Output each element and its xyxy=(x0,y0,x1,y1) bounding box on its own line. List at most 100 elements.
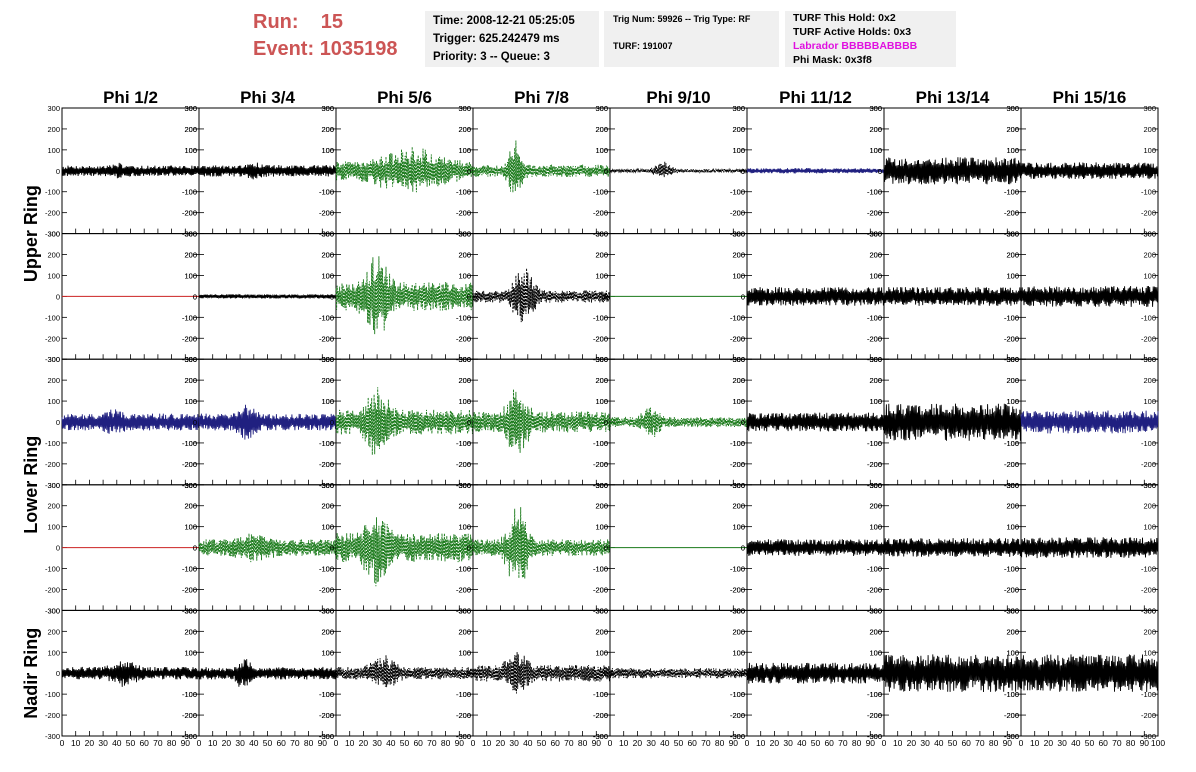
x-tick-label: 50 xyxy=(126,738,136,748)
y-tick-label: 200 xyxy=(595,125,608,134)
y-tick-label: 200 xyxy=(1006,376,1019,385)
y-tick-label: 100 xyxy=(869,523,882,532)
y-tick-label: -100 xyxy=(730,690,745,699)
y-tick-label: 300 xyxy=(732,104,745,113)
y-tick-label: 300 xyxy=(458,104,471,113)
run-label: Run: xyxy=(253,11,299,33)
y-tick-label: 200 xyxy=(321,125,334,134)
y-tick-label: -100 xyxy=(45,439,60,448)
y-tick-label: 300 xyxy=(184,230,197,239)
y-tick-label: 0 xyxy=(604,167,608,176)
time-text: Time: 2008-12-21 05:25:05 xyxy=(433,15,575,27)
y-tick-label: 200 xyxy=(458,376,471,385)
y-tick-label: -100 xyxy=(182,313,197,322)
x-tick-label: 80 xyxy=(167,738,177,748)
y-tick-label: 300 xyxy=(47,606,60,615)
event-label: Event: xyxy=(253,38,315,60)
x-tick-label: 90 xyxy=(1140,738,1150,748)
x-tick-label: 20 xyxy=(359,738,369,748)
y-tick-label: -300 xyxy=(45,732,60,741)
waveform-trace xyxy=(198,659,337,687)
y-tick-label: -100 xyxy=(319,565,334,574)
y-tick-label: -200 xyxy=(319,460,334,469)
y-tick-label: -200 xyxy=(456,334,471,343)
y-tick-label: 300 xyxy=(1006,230,1019,239)
y-tick-label: 0 xyxy=(330,292,334,301)
y-tick-label: 100 xyxy=(458,523,471,532)
x-tick-label: 10 xyxy=(619,738,629,748)
y-tick-label: 300 xyxy=(458,606,471,615)
y-tick-label: 100 xyxy=(47,648,60,657)
y-tick-label: -200 xyxy=(593,585,608,594)
y-tick-label: -200 xyxy=(182,585,197,594)
y-tick-label: 300 xyxy=(458,481,471,490)
y-tick-label: 300 xyxy=(184,606,197,615)
y-tick-label: 200 xyxy=(732,502,745,511)
y-tick-label: -100 xyxy=(182,188,197,197)
priority-text: Priority: 3 -- Queue: 3 xyxy=(433,51,550,63)
y-tick-label: -200 xyxy=(456,460,471,469)
x-tick-label: 10 xyxy=(482,738,492,748)
y-tick-label: 200 xyxy=(184,125,197,134)
x-tick-label: 70 xyxy=(564,738,574,748)
column-title: Phi 7/8 xyxy=(514,88,569,107)
y-tick-label: -100 xyxy=(730,313,745,322)
x-tick-label: 50 xyxy=(674,738,684,748)
y-tick-label: 100 xyxy=(47,397,60,406)
y-tick-label: -200 xyxy=(182,711,197,720)
y-tick-label: -300 xyxy=(730,732,745,741)
y-tick-label: 0 xyxy=(330,167,334,176)
y-tick-label: 200 xyxy=(458,251,471,260)
y-tick-label: 100 xyxy=(1006,397,1019,406)
y-tick-label: 300 xyxy=(595,104,608,113)
y-tick-label: -100 xyxy=(1004,690,1019,699)
y-tick-label: 200 xyxy=(869,376,882,385)
y-tick-label: 200 xyxy=(869,627,882,636)
x-tick-label: 0 xyxy=(197,738,202,748)
x-tick-label: 10 xyxy=(71,738,81,748)
y-tick-label: -300 xyxy=(319,230,334,239)
y-tick-label: 0 xyxy=(467,544,471,553)
y-tick-label: 300 xyxy=(595,606,608,615)
y-tick-label: -200 xyxy=(1004,585,1019,594)
y-tick-label: -300 xyxy=(182,606,197,615)
y-tick-label: 300 xyxy=(869,355,882,364)
y-tick-label: -200 xyxy=(867,209,882,218)
y-tick-label: 100 xyxy=(595,271,608,280)
y-tick-label: -300 xyxy=(182,230,197,239)
y-tick-label: -300 xyxy=(182,230,197,239)
x-tick-label: 30 xyxy=(920,738,930,748)
x-tick-label: 0 xyxy=(60,738,65,748)
y-tick-label: 200 xyxy=(321,376,334,385)
waveform-trace xyxy=(746,539,885,557)
x-tick-label: 40 xyxy=(1071,738,1081,748)
y-tick-label: -100 xyxy=(593,188,608,197)
y-tick-label: 200 xyxy=(595,251,608,260)
y-tick-label: -200 xyxy=(456,334,471,343)
waveform-trace xyxy=(472,389,611,453)
y-tick-label: 0 xyxy=(193,292,197,301)
y-tick-label: -100 xyxy=(319,690,334,699)
x-tick-label: 70 xyxy=(975,738,985,748)
y-tick-label: -300 xyxy=(319,355,334,364)
y-tick-label: -300 xyxy=(456,481,471,490)
x-tick-label: 60 xyxy=(1098,738,1108,748)
y-tick-label: -200 xyxy=(1004,334,1019,343)
y-tick-label: -300 xyxy=(319,355,334,364)
y-tick-label: 100 xyxy=(458,397,471,406)
y-tick-label: -100 xyxy=(1004,188,1019,197)
y-tick-label: 100 xyxy=(732,397,745,406)
y-tick-label: -100 xyxy=(456,188,471,197)
y-tick-label: -300 xyxy=(867,481,882,490)
y-tick-label: 100 xyxy=(184,146,197,155)
y-tick-label: 300 xyxy=(869,606,882,615)
y-tick-label: 300 xyxy=(1006,481,1019,490)
x-tick-label: 60 xyxy=(413,738,423,748)
y-tick-label: -300 xyxy=(456,230,471,239)
y-tick-label: 300 xyxy=(1143,606,1156,615)
y-tick-label: 200 xyxy=(1006,125,1019,134)
y-tick-label: -200 xyxy=(593,711,608,720)
y-tick-label: 300 xyxy=(184,230,197,239)
y-tick-label: -300 xyxy=(1004,732,1019,741)
y-tick-label: 200 xyxy=(1143,376,1156,385)
